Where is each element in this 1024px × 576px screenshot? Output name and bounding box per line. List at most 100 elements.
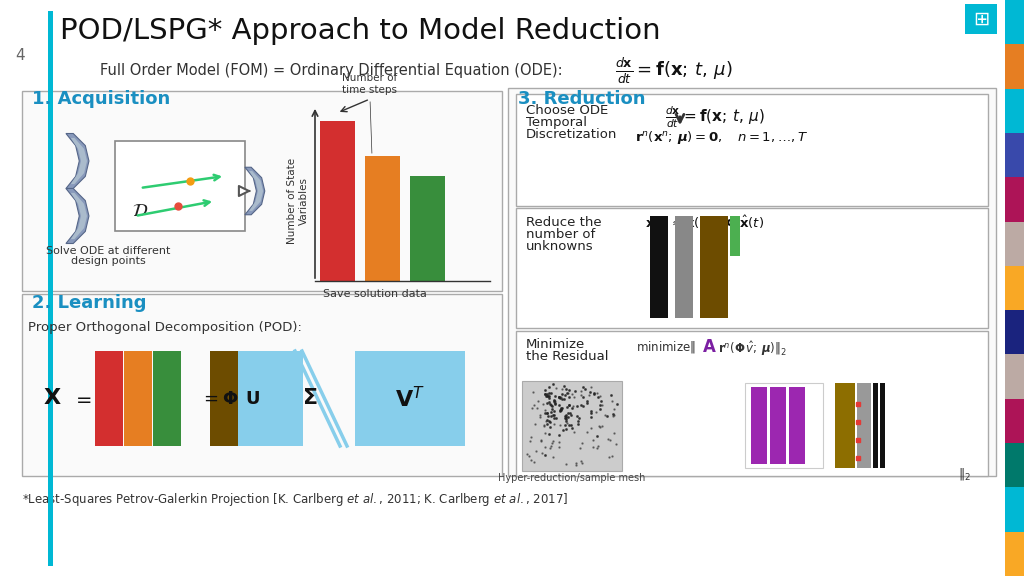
- Point: [532, 437, 549, 446]
- Point: [594, 400, 610, 410]
- Text: $\mathbf{r}^n(\mathbf{\Phi}\,\hat{v};\,\boldsymbol{\mu})\|_2$: $\mathbf{r}^n(\mathbf{\Phi}\,\hat{v};\,\…: [718, 339, 786, 358]
- Text: $\frac{d\mathbf{x}}{dt} = \mathbf{f}(\mathbf{x};\,t,\,\mu)$: $\frac{d\mathbf{x}}{dt} = \mathbf{f}(\ma…: [665, 104, 765, 130]
- Point: [557, 390, 573, 399]
- Point: [574, 382, 591, 392]
- Point: [566, 427, 583, 437]
- Point: [568, 461, 585, 470]
- Point: [551, 406, 567, 415]
- Point: [603, 452, 620, 461]
- Point: [558, 459, 574, 468]
- Point: [557, 412, 573, 421]
- Point: [551, 442, 567, 452]
- Point: [560, 412, 577, 422]
- Point: [555, 395, 571, 404]
- Text: 2. Learning: 2. Learning: [32, 294, 146, 312]
- Point: [540, 392, 556, 401]
- Point: [568, 411, 585, 420]
- Polygon shape: [71, 193, 87, 239]
- Point: [526, 420, 543, 429]
- Point: [586, 389, 602, 399]
- Point: [574, 401, 591, 411]
- Point: [541, 429, 557, 438]
- Point: [537, 390, 553, 399]
- Bar: [365, 156, 400, 281]
- Point: [583, 423, 599, 433]
- Text: Discretization: Discretization: [526, 128, 617, 141]
- Text: $\mathbf{r}^n(\mathbf{x}^n;\,\boldsymbol{\mu}) = \mathbf{0},\quad n=1,\ldots,T$: $\mathbf{r}^n(\mathbf{x}^n;\,\boldsymbol…: [635, 129, 808, 146]
- Point: [579, 427, 595, 437]
- Point: [554, 404, 570, 413]
- Point: [606, 428, 623, 437]
- Point: [539, 408, 555, 418]
- Point: [550, 393, 566, 402]
- Point: [531, 411, 548, 420]
- Point: [563, 420, 580, 430]
- Bar: [410, 176, 445, 281]
- Point: [562, 408, 579, 417]
- Text: Save solution data: Save solution data: [323, 289, 427, 299]
- Point: [572, 400, 589, 410]
- Bar: [790, 387, 805, 464]
- Bar: [700, 216, 728, 318]
- Bar: [880, 383, 885, 468]
- Point: [561, 392, 578, 401]
- Point: [541, 417, 557, 426]
- Point: [542, 418, 558, 427]
- Point: [570, 419, 587, 429]
- Point: [586, 388, 602, 397]
- Point: [551, 400, 567, 410]
- Point: [544, 404, 560, 414]
- Point: [568, 401, 585, 411]
- Point: [554, 389, 570, 398]
- Point: [573, 459, 590, 468]
- Point: [539, 415, 555, 425]
- Point: [558, 415, 574, 424]
- Point: [583, 382, 599, 392]
- Point: [583, 407, 599, 416]
- Point: [557, 424, 573, 433]
- Point: [558, 418, 574, 427]
- Text: POD/LSPG* Approach to Model Reduction: POD/LSPG* Approach to Model Reduction: [60, 17, 660, 45]
- Point: [540, 411, 556, 420]
- Point: [545, 380, 561, 389]
- Point: [553, 392, 569, 401]
- Point: [575, 392, 592, 401]
- Point: [552, 420, 568, 430]
- Point: [543, 400, 559, 410]
- Bar: [522, 381, 622, 471]
- Point: [544, 438, 560, 448]
- Point: [601, 453, 617, 462]
- Point: [557, 413, 573, 422]
- Point: [554, 384, 570, 393]
- Point: [585, 435, 601, 444]
- Point: [546, 406, 562, 415]
- Point: [548, 414, 564, 423]
- Bar: [730, 216, 740, 256]
- Bar: [22, 294, 502, 476]
- Point: [546, 410, 562, 419]
- Point: [527, 446, 544, 456]
- Polygon shape: [71, 138, 87, 184]
- Point: [541, 391, 557, 400]
- Point: [573, 438, 590, 448]
- Bar: [1005, 266, 1024, 310]
- Bar: [124, 351, 152, 446]
- Text: Full Order Model (FOM) = Ordinary Differential Equation (ODE):: Full Order Model (FOM) = Ordinary Differ…: [100, 63, 562, 78]
- Point: [538, 391, 554, 400]
- Point: [546, 395, 562, 404]
- Point: [541, 382, 557, 392]
- Text: minimize$\|$: minimize$\|$: [636, 339, 696, 355]
- Point: [538, 385, 554, 395]
- Point: [552, 394, 568, 403]
- Text: Number of
time steps: Number of time steps: [342, 73, 397, 95]
- Point: [524, 387, 541, 396]
- Bar: [1005, 354, 1024, 399]
- Text: the Residual: the Residual: [526, 350, 608, 363]
- Point: [539, 389, 555, 399]
- Point: [606, 404, 623, 414]
- Bar: [22, 91, 502, 291]
- Point: [602, 435, 618, 445]
- Point: [578, 384, 594, 393]
- Point: [593, 396, 609, 406]
- Bar: [516, 94, 988, 206]
